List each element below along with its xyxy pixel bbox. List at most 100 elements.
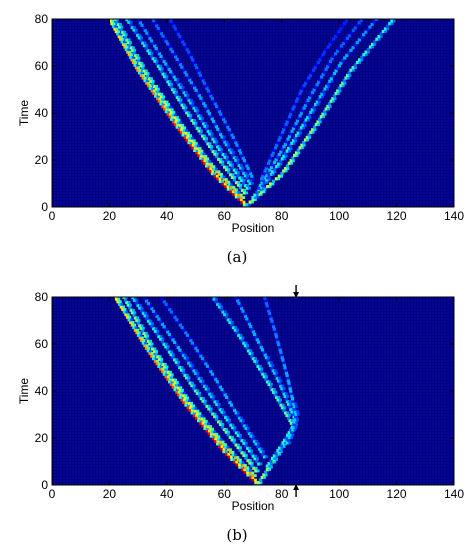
heatmap-cell <box>244 444 248 448</box>
heatmap-cell <box>212 375 216 379</box>
heatmap-cell <box>214 150 217 153</box>
heatmap-cell <box>236 183 241 187</box>
heatmap-cell <box>127 38 131 42</box>
heatmap-cell <box>283 438 287 442</box>
heatmap-cell <box>185 47 189 52</box>
heatmap-cell <box>270 462 273 465</box>
heatmap-cell <box>254 469 258 473</box>
heatmap-cell <box>177 98 181 102</box>
heatmap-cell <box>144 69 148 73</box>
heatmap-cell <box>270 383 273 386</box>
heatmap-cell <box>226 433 230 437</box>
heatmap-cell <box>245 346 249 350</box>
heatmap-cell <box>233 176 237 179</box>
heatmap-cell <box>114 24 118 28</box>
heatmap-cell <box>130 25 134 30</box>
heatmap-cell <box>298 146 302 150</box>
heatmap-cell <box>180 103 184 107</box>
heatmap-cell <box>336 66 340 70</box>
heatmap-cell <box>159 364 163 368</box>
heatmap-cell <box>159 360 163 364</box>
heatmap-cell <box>208 144 212 148</box>
heatmap-cell <box>130 318 133 322</box>
heatmap-cell <box>176 386 181 390</box>
heatmap-cell <box>234 326 238 329</box>
heatmap-cell <box>209 134 213 139</box>
heatmap-cell <box>169 370 172 374</box>
heatmap-cell <box>155 314 159 319</box>
heatmap-cell <box>185 96 189 100</box>
heatmap-cell <box>127 53 131 57</box>
heatmap-cell <box>239 193 243 197</box>
heatmap-cell <box>267 178 271 181</box>
heatmap-cell <box>347 51 351 55</box>
heatmap-cell <box>206 157 210 161</box>
heatmap-cell <box>125 300 129 304</box>
heatmap-cell <box>390 19 394 23</box>
heatmap-cell <box>271 182 275 186</box>
heatmap-cell <box>300 86 305 90</box>
x-tick-label: 80 <box>275 209 289 223</box>
heatmap-cell <box>271 369 275 373</box>
heatmap-cell <box>341 41 346 45</box>
heatmap-cell <box>175 125 179 129</box>
heatmap-cell <box>174 378 177 382</box>
heatmap-cell <box>284 166 288 171</box>
heatmap-cell <box>314 122 318 127</box>
heatmap-cell <box>331 74 335 78</box>
heatmap-cell <box>137 19 141 22</box>
heatmap-cell <box>342 79 346 83</box>
heatmap-cell <box>293 410 297 414</box>
heatmap-cell <box>314 85 318 89</box>
heatmap-cell <box>196 109 200 112</box>
heatmap-cell <box>178 395 182 399</box>
heatmap-cell <box>206 109 210 113</box>
heatmap-cell <box>234 443 238 447</box>
heatmap-cell <box>164 72 167 76</box>
heatmap-cell <box>258 343 262 347</box>
heatmap-cell <box>274 332 278 336</box>
heatmap-cell <box>225 140 229 144</box>
heatmap-cell <box>231 426 235 430</box>
heatmap-cell <box>358 61 362 64</box>
heatmap-cell <box>216 439 220 443</box>
heatmap-cell <box>379 35 383 38</box>
heatmap-cell <box>178 95 181 99</box>
heatmap-cell <box>251 476 255 479</box>
heatmap-cell <box>303 138 308 142</box>
heatmap-cell <box>149 344 153 348</box>
heatmap-cell <box>151 41 155 45</box>
heatmap-cell <box>200 357 205 361</box>
heatmap-cell <box>388 22 392 26</box>
heatmap-cell <box>213 415 217 419</box>
heatmap-cell <box>150 51 154 55</box>
heatmap-cell <box>318 120 322 124</box>
heatmap-cell <box>229 173 233 177</box>
heatmap-cell <box>169 112 172 116</box>
heatmap-cell <box>162 325 166 329</box>
heatmap-cell <box>178 388 182 392</box>
heatmap-cell <box>296 97 300 101</box>
heatmap-cell <box>265 464 269 468</box>
heatmap-cell <box>182 91 186 95</box>
heatmap-cell <box>217 403 221 406</box>
heatmap-cell <box>195 349 199 353</box>
heatmap-cell <box>109 19 113 23</box>
heatmap-cell <box>229 318 232 322</box>
heatmap-cell <box>330 57 334 61</box>
heatmap-cell <box>267 382 271 386</box>
heatmap-cell <box>201 379 205 383</box>
heatmap-cell <box>195 149 199 152</box>
heatmap-cell <box>121 42 126 46</box>
heatmap-cell <box>217 420 221 424</box>
heatmap-cell <box>181 371 185 375</box>
heatmap-cell <box>189 404 193 408</box>
heatmap-cell <box>252 439 257 443</box>
heatmap-cell <box>246 179 251 183</box>
heatmap-cell <box>159 320 163 324</box>
heatmap-cell <box>236 173 240 177</box>
heatmap-cell <box>151 322 154 325</box>
y-tick-label: 20 <box>35 431 49 445</box>
heatmap-cell <box>203 402 207 406</box>
heatmap-cell <box>161 362 165 366</box>
